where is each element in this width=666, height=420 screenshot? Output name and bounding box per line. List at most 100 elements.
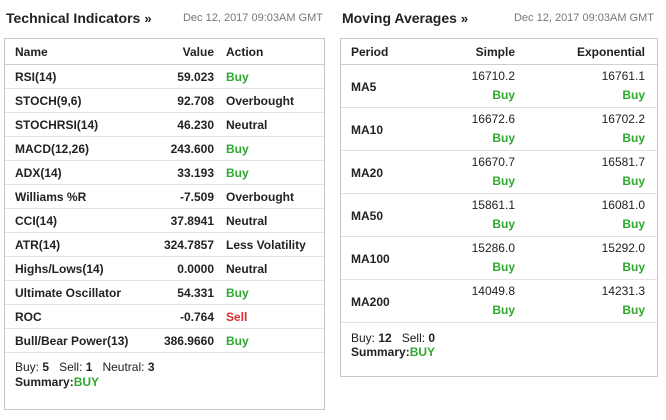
ma-exponential-action: Buy bbox=[622, 303, 645, 317]
indicator-name: ADX(14) bbox=[15, 165, 62, 180]
indicator-action: Buy bbox=[226, 141, 249, 156]
indicator-value: 54.331 bbox=[177, 285, 214, 300]
ma-simple-value: 15861.1 bbox=[471, 198, 515, 212]
ma-exponential-cell: 16761.1 Buy bbox=[515, 65, 657, 107]
table-row: MA20 16670.7 Buy 16581.7 Buy bbox=[341, 151, 657, 194]
ma-exponential-value: 16761.1 bbox=[601, 69, 645, 83]
moving-averages-title[interactable]: Moving Averages bbox=[342, 10, 457, 26]
buy-count-label: Buy: bbox=[351, 331, 376, 345]
buy-count: 5 bbox=[42, 360, 50, 374]
double-chevron-right-icon[interactable]: » bbox=[460, 11, 469, 26]
technical-indicators-title[interactable]: Technical Indicators bbox=[6, 10, 141, 26]
indicator-value: 324.7857 bbox=[163, 237, 214, 252]
moving-averages-table: Period Simple Exponential MA5 16710.2 Buy 1… bbox=[340, 38, 658, 377]
indicator-action: Less Volatility bbox=[226, 237, 306, 252]
ma-exponential-action: Buy bbox=[622, 131, 645, 145]
header-name: Name bbox=[15, 44, 48, 59]
indicator-name: CCI(14) bbox=[15, 213, 58, 228]
ma-period: MA50 bbox=[351, 209, 384, 223]
moving-average-rows: MA5 16710.2 Buy 16761.1 Buy MA10 16672.6 Buy 167… bbox=[341, 65, 657, 323]
ma-simple-cell: 15286.0 Buy bbox=[451, 237, 515, 279]
table-header-row: Name Value Action bbox=[5, 39, 324, 65]
ma-simple-cell: 14049.8 Buy bbox=[451, 280, 515, 322]
ma-exponential-value: 15292.0 bbox=[601, 241, 645, 255]
sell-count: 0 bbox=[428, 331, 436, 345]
indicator-name: STOCH(9,6) bbox=[15, 93, 82, 108]
table-row: MA50 15861.1 Buy 16081.0 Buy bbox=[341, 194, 657, 237]
technical-rows: RSI(14) 59.023 Buy STOCH(9,6) 92.708 Overboug… bbox=[5, 65, 324, 353]
indicator-action: Neutral bbox=[226, 117, 268, 132]
technical-indicators-panel: Technical Indicators» Dec 12, 2017 09:03… bbox=[4, 0, 325, 410]
ma-simple-cell: 15861.1 Buy bbox=[451, 194, 515, 236]
table-row: MA10 16672.6 Buy 16702.2 Buy bbox=[341, 108, 657, 151]
ma-period: MA100 bbox=[351, 252, 390, 266]
table-row: RSI(14) 59.023 Buy bbox=[5, 65, 324, 89]
ma-simple-cell: 16670.7 Buy bbox=[451, 151, 515, 193]
moving-averages-title-link[interactable]: Moving Averages» bbox=[342, 10, 468, 26]
indicator-value: 46.230 bbox=[177, 117, 214, 132]
ma-period: MA5 bbox=[351, 80, 377, 94]
indicator-action: Buy bbox=[226, 165, 249, 180]
indicator-action: Buy bbox=[226, 69, 249, 84]
indicator-name: Bull/Bear Power(13) bbox=[15, 333, 129, 348]
ma-simple-action: Buy bbox=[492, 88, 515, 102]
table-row: Highs/Lows(14) 0.0000 Neutral bbox=[5, 257, 324, 281]
ma-simple-action: Buy bbox=[492, 303, 515, 317]
ma-simple-action: Buy bbox=[492, 131, 515, 145]
ma-simple-value: 15286.0 bbox=[471, 241, 515, 255]
technical-summary: Summary:BUY bbox=[15, 375, 324, 389]
ma-simple-cell: 16672.6 Buy bbox=[451, 108, 515, 150]
indicator-name: STOCHRSI(14) bbox=[15, 117, 99, 132]
technical-indicators-title-link[interactable]: Technical Indicators» bbox=[6, 10, 152, 26]
indicator-action: Buy bbox=[226, 285, 249, 300]
moving-footer: Buy: 12 Sell: 0 Summary:BUY bbox=[341, 323, 657, 359]
indicator-action: Sell bbox=[226, 309, 248, 324]
indicator-name: MACD(12,26) bbox=[15, 141, 90, 156]
table-row: Williams %R -7.509 Overbought bbox=[5, 185, 324, 209]
ma-exponential-cell: 16581.7 Buy bbox=[515, 151, 657, 193]
header-simple: Simple bbox=[475, 44, 515, 59]
indicator-value: 59.023 bbox=[177, 69, 214, 84]
ma-exponential-value: 14231.3 bbox=[601, 284, 645, 298]
technical-indicators-table: Name Value Action RSI(14) 59.023 Buy STOCH(… bbox=[4, 38, 325, 410]
indicator-action: Overbought bbox=[226, 93, 294, 108]
indicator-value: 386.9660 bbox=[163, 333, 214, 348]
indicator-action: Neutral bbox=[226, 261, 268, 276]
summary-label: Summary: bbox=[351, 345, 410, 359]
indicator-name: Highs/Lows(14) bbox=[15, 261, 104, 276]
indicator-name: ROC bbox=[15, 309, 42, 324]
ma-exponential-action: Buy bbox=[622, 174, 645, 188]
ma-simple-value: 16672.6 bbox=[471, 112, 515, 126]
buy-count-label: Buy: bbox=[15, 360, 40, 374]
indicator-name: RSI(14) bbox=[15, 69, 57, 84]
ma-exponential-cell: 16702.2 Buy bbox=[515, 108, 657, 150]
technical-indicators-header: Technical Indicators» Dec 12, 2017 09:03… bbox=[4, 0, 325, 38]
table-row: MACD(12,26) 243.600 Buy bbox=[5, 137, 324, 161]
ma-simple-value: 14049.8 bbox=[471, 284, 515, 298]
table-row: ROC -0.764 Sell bbox=[5, 305, 324, 329]
table-row: MA5 16710.2 Buy 16761.1 Buy bbox=[341, 65, 657, 108]
indicator-name: ATR(14) bbox=[15, 237, 61, 252]
ma-simple-action: Buy bbox=[492, 260, 515, 274]
header-period: Period bbox=[351, 44, 389, 59]
buy-count: 12 bbox=[378, 331, 392, 345]
moving-counts: Buy: 12 Sell: 0 bbox=[351, 323, 657, 345]
table-row: Bull/Bear Power(13) 386.9660 Buy bbox=[5, 329, 324, 353]
neutral-count-label: Neutral: bbox=[102, 360, 145, 374]
ma-exponential-action: Buy bbox=[622, 88, 645, 102]
ma-simple-value: 16670.7 bbox=[471, 155, 515, 169]
ma-simple-action: Buy bbox=[492, 174, 515, 188]
ma-exponential-action: Buy bbox=[622, 260, 645, 274]
ma-period: MA20 bbox=[351, 166, 384, 180]
ma-exponential-cell: 15292.0 Buy bbox=[515, 237, 657, 279]
table-row: MA200 14049.8 Buy 14231.3 Buy bbox=[341, 280, 657, 323]
indicator-value: 33.193 bbox=[177, 165, 214, 180]
indicator-value: -7.509 bbox=[179, 189, 214, 204]
table-row: STOCH(9,6) 92.708 Overbought bbox=[5, 89, 324, 113]
technical-counts: Buy: 5 Sell: 1 Neutral: 3 bbox=[15, 353, 324, 375]
ma-exponential-value: 16702.2 bbox=[601, 112, 645, 126]
double-chevron-right-icon[interactable]: » bbox=[144, 11, 152, 26]
indicator-action: Neutral bbox=[226, 213, 268, 228]
ma-exponential-cell: 16081.0 Buy bbox=[515, 194, 657, 236]
technical-footer: Buy: 5 Sell: 1 Neutral: 3 Summary:BUY bbox=[5, 353, 324, 389]
